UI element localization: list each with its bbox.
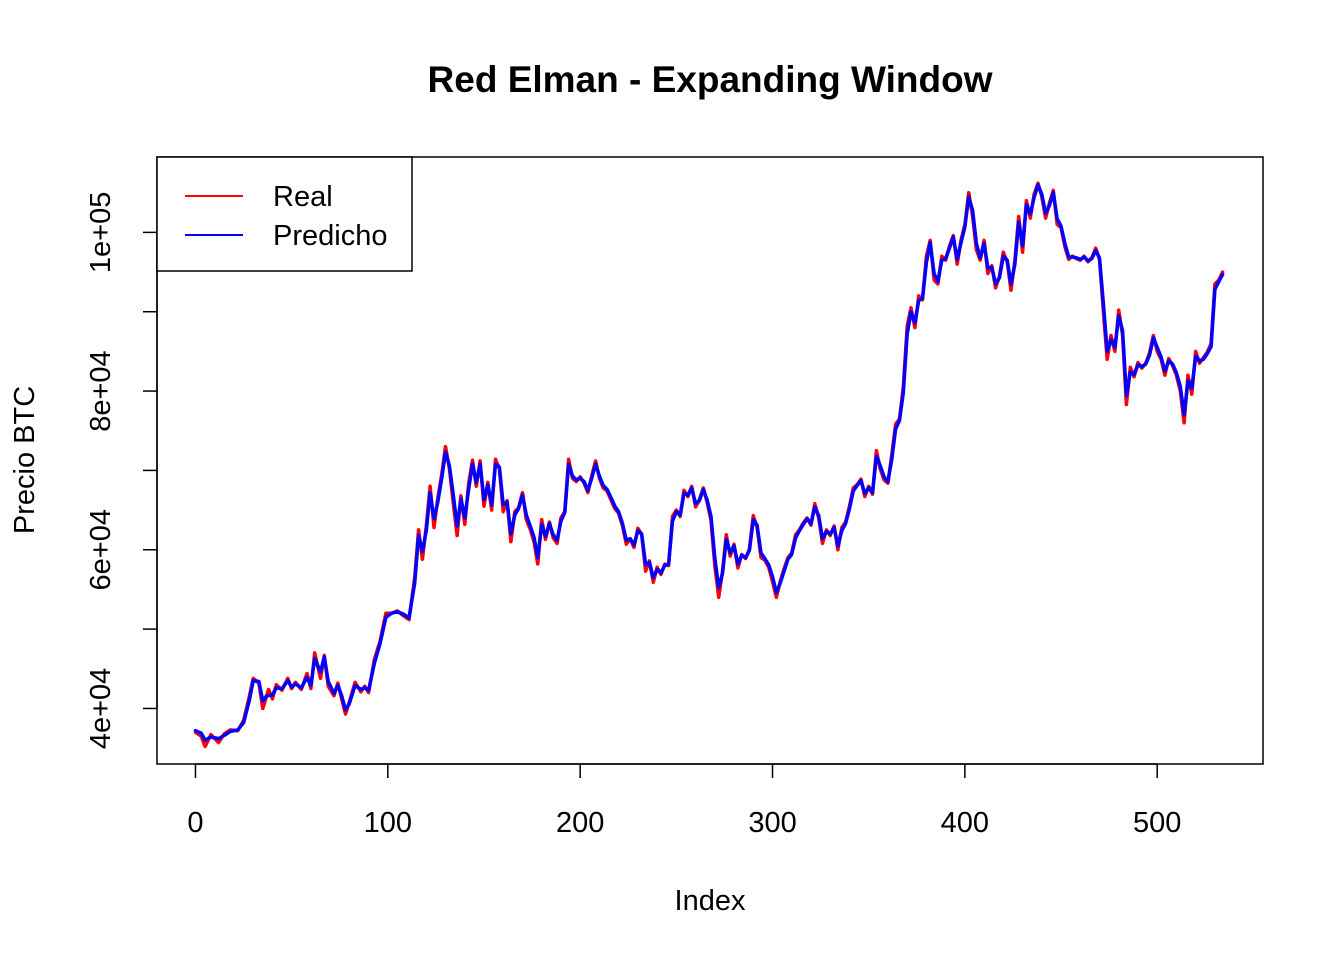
plot-series	[193, 181, 1225, 749]
x-tick-label: 300	[748, 807, 796, 839]
x-tick-label: 100	[364, 807, 412, 839]
x-axis: 0 100 200 300 400 500	[187, 763, 1181, 839]
chart-title: Red Elman - Expanding Window	[428, 59, 993, 100]
x-tick-label: 400	[941, 807, 989, 839]
legend-label-real: Real	[273, 181, 333, 213]
y-axis: 4e+04 6e+04 8e+04 1e+05	[85, 192, 158, 749]
y-tick-label: 1e+05	[85, 192, 117, 273]
x-tick-label: 200	[556, 807, 604, 839]
y-axis-label: Precio BTC	[9, 386, 41, 534]
y-tick-label: 4e+04	[85, 668, 117, 749]
x-tick-label: 0	[187, 807, 203, 839]
x-axis-label: Index	[675, 885, 746, 917]
legend-label-predicho: Predicho	[273, 220, 387, 252]
x-tick-label: 500	[1133, 807, 1181, 839]
series-line-predicho	[193, 183, 1225, 742]
legend-box	[156, 156, 413, 272]
y-tick-label: 8e+04	[85, 350, 117, 431]
legend: Real Predicho	[156, 156, 413, 272]
y-tick-label: 6e+04	[85, 509, 117, 590]
